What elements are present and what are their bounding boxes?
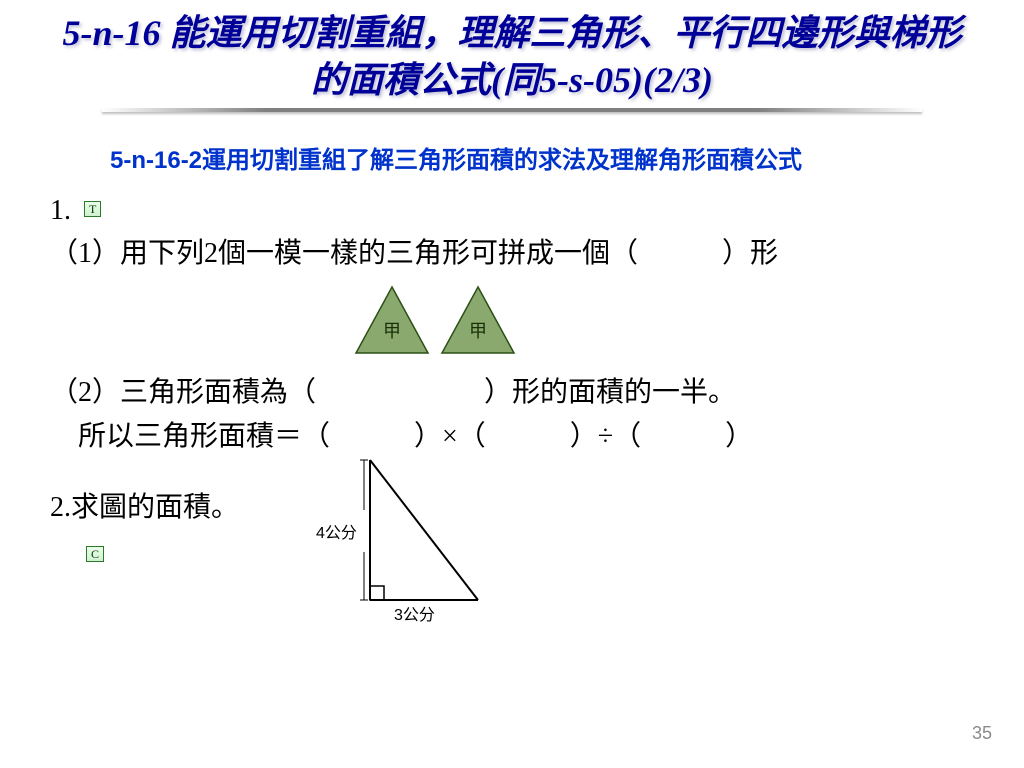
right-angle-mark — [370, 586, 384, 600]
q2-text: 求圖的面積。 — [71, 492, 239, 523]
title-block: 5-n-16 能運用切割重組，理解三角形、平行四邊形與梯形的面積公式(同5-s-… — [0, 0, 1024, 112]
q2-number: 2. — [50, 492, 71, 523]
content-body: 1. T （1）用下列2個一模一樣的三角形可拼成一個（ ）形 甲 甲 （2）三角… — [50, 189, 984, 577]
triangle-left — [356, 287, 428, 353]
page-number: 35 — [972, 723, 992, 744]
right-triangle-figure: 4公分 3公分 — [330, 452, 520, 635]
badge-t: T — [84, 201, 101, 217]
triangle-pair-svg: 甲 甲 — [350, 281, 550, 361]
q1-line2: （2）三角形面積為（ ）形的面積的一半。 — [50, 371, 984, 414]
triangle-right — [442, 287, 514, 353]
q1-number-row: 1. T — [50, 189, 984, 232]
height-label: 4公分 — [316, 522, 357, 547]
q2-block: 2.求圖的面積。 C 4公分 3公分 — [50, 486, 984, 577]
title-underline — [102, 108, 922, 112]
triangle-right-label: 甲 — [469, 321, 487, 341]
twin-triangles: 甲 甲 — [350, 281, 984, 361]
rt-hypotenuse — [370, 460, 478, 600]
right-triangle-svg — [330, 452, 520, 622]
q1-number: 1. — [50, 195, 71, 226]
base-label: 3公分 — [394, 604, 435, 629]
triangle-left-label: 甲 — [383, 321, 401, 341]
page-title: 5-n-16 能運用切割重組，理解三角形、平行四邊形與梯形的面積公式(同5-s-… — [60, 10, 964, 104]
badge-c: C — [86, 546, 104, 562]
subtitle: 5-n-16-2運用切割重組了解三角形面積的求法及理解角形面積公式 — [110, 140, 1024, 175]
q1-line1: （1）用下列2個一模一樣的三角形可拼成一個（ ）形 — [50, 232, 984, 275]
